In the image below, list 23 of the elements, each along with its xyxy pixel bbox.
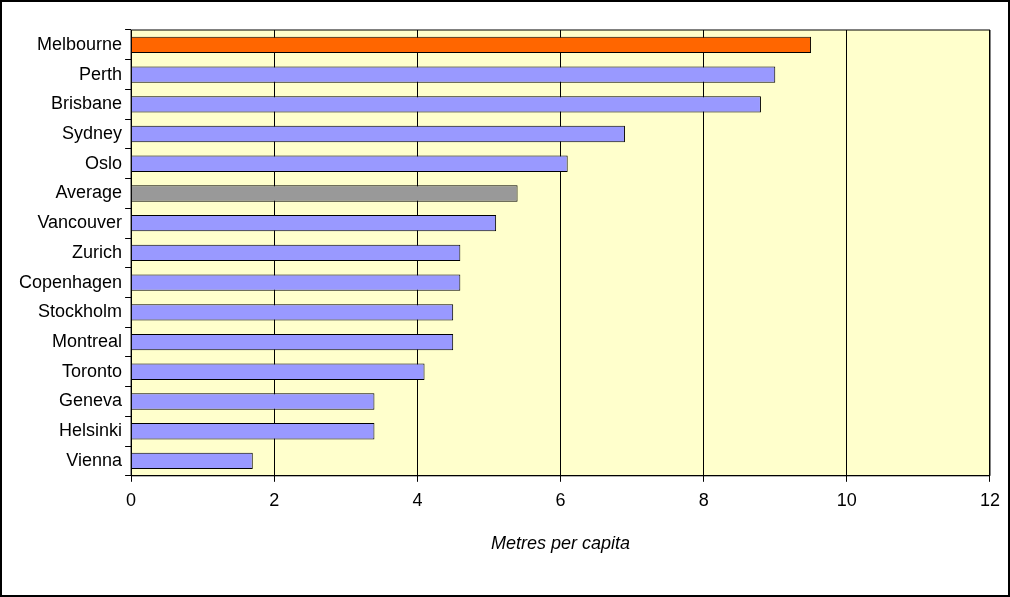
y-tick-label: Montreal — [52, 331, 123, 352]
y-tick-label: Oslo — [85, 152, 123, 173]
y-tick-label: Copenhagen — [18, 271, 123, 292]
x-tick-label: 8 — [698, 489, 709, 510]
x-tick-label: 2 — [269, 489, 280, 510]
y-tick-label: Melbourne — [37, 33, 123, 54]
x-tick-label: 0 — [126, 489, 137, 510]
y-tick-label: Vienna — [66, 449, 124, 470]
y-tick-label: Brisbane — [51, 93, 123, 114]
y-tick-label: Perth — [79, 63, 123, 84]
x-tick-label: 6 — [555, 489, 566, 510]
y-tick-label: Stockholm — [38, 301, 123, 322]
x-axis-title: Metres per capita — [491, 533, 631, 554]
y-tick-label: Toronto — [62, 360, 123, 381]
x-tick-label: 10 — [836, 489, 857, 510]
y-tick-label: Zurich — [72, 241, 123, 262]
y-tick-label: Geneva — [59, 390, 124, 411]
y-tick-label: Sydney — [62, 122, 123, 143]
y-tick-label: Average — [55, 182, 123, 203]
x-tick-label: 4 — [412, 489, 423, 510]
y-tick-label: Helsinki — [59, 420, 123, 441]
y-tick-label: Vancouver — [37, 212, 123, 233]
x-tick-label: 12 — [979, 489, 1000, 510]
